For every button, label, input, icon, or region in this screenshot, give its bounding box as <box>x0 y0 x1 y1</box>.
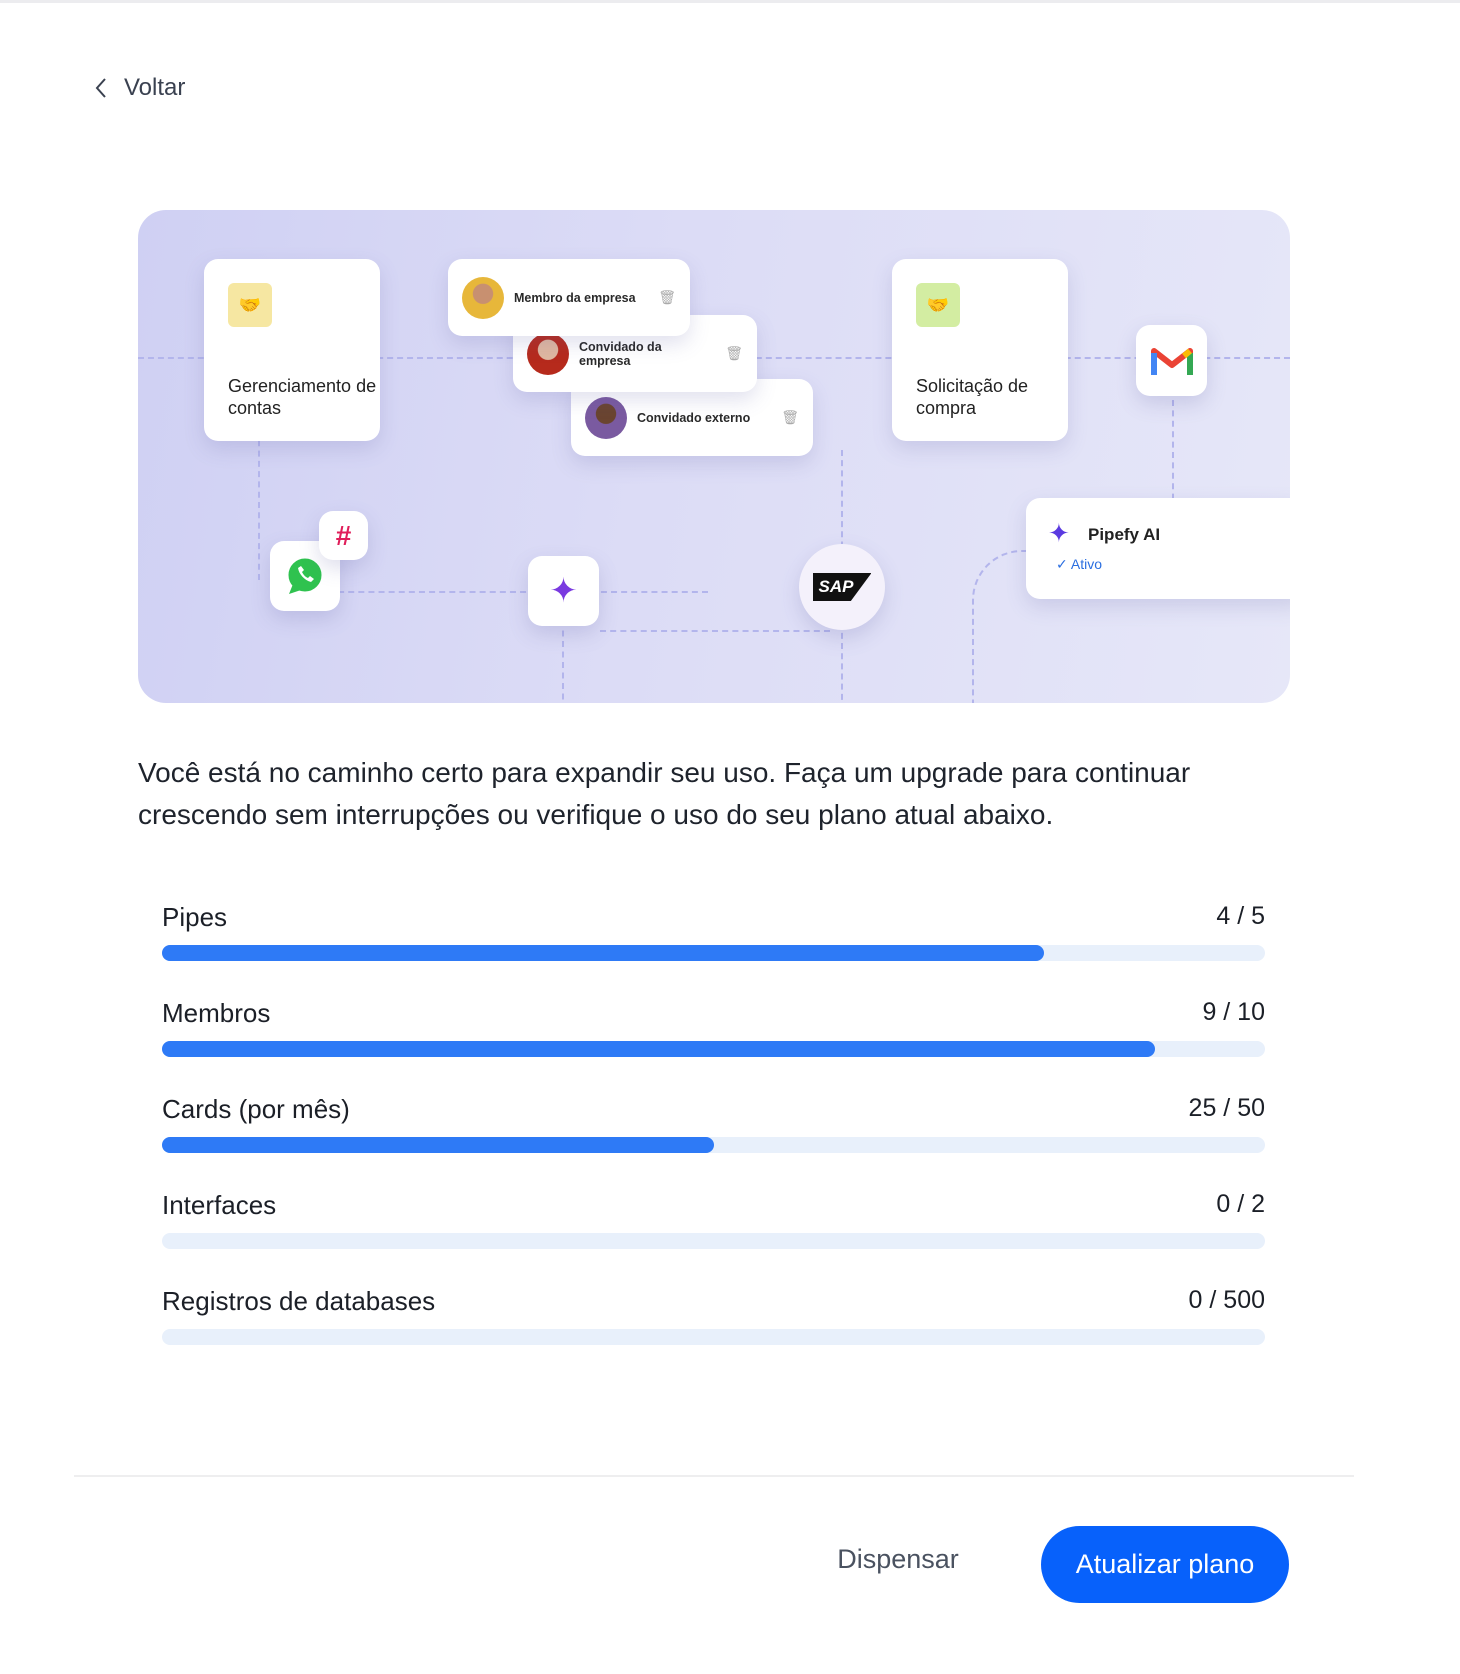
top-border <box>0 0 1460 3</box>
connector-line <box>328 591 708 593</box>
handshake-icon: 🤝 <box>916 283 960 327</box>
back-label: Voltar <box>124 74 186 101</box>
progress-bar <box>162 945 1265 961</box>
sparkle-icon: ✦ <box>1048 518 1070 548</box>
member-label: Convidado externo <box>637 410 751 425</box>
slack-icon: # <box>319 511 368 560</box>
usage-label: Pipes <box>162 902 228 932</box>
avatar <box>462 276 504 319</box>
member-label: Membro da empresa <box>514 290 636 305</box>
connector-line <box>600 630 830 632</box>
progress-bar <box>162 1137 1265 1153</box>
upgrade-plan-button[interactable]: Atualizar plano <box>1041 1526 1289 1603</box>
sap-logo: SAP <box>799 544 885 630</box>
accounts-card: 🤝 Gerenciamento de contas <box>204 259 380 441</box>
handshake-icon: 🤝 <box>228 283 272 327</box>
usage-value: 9 / 10 <box>1202 998 1265 1026</box>
chevron-left-icon <box>95 78 106 98</box>
gmail-icon <box>1136 325 1207 396</box>
progress-fill <box>162 1041 1155 1057</box>
purchase-card: 🤝 Solicitação de compra <box>892 259 1068 441</box>
accounts-card-title: Gerenciamento de contas <box>228 376 377 418</box>
sap-label: SAP <box>812 573 872 601</box>
member-label: Convidado da empresa <box>579 339 662 368</box>
purchase-card-title: Solicitação de compra <box>916 376 1029 418</box>
pipefy-ai-title: Pipefy AI <box>1088 525 1161 544</box>
connector-line <box>258 430 260 580</box>
ai-status: ✓ Ativo <box>1056 556 1102 573</box>
avatar <box>527 332 569 375</box>
progress-fill <box>162 945 1045 961</box>
trash-icon: 🗑 <box>658 289 676 305</box>
sparkle-icon: ✦ <box>528 556 599 626</box>
usage-label: Interfaces <box>162 1190 277 1220</box>
usage-value: 4 / 5 <box>1216 902 1265 930</box>
trash-icon: 🗑 <box>781 409 799 425</box>
upgrade-message: Você está no caminho certo para expandir… <box>138 757 1191 830</box>
progress-bar <box>162 1233 1265 1249</box>
usage-label: Membros <box>162 998 271 1028</box>
progress-bar <box>162 1329 1265 1345</box>
back-button[interactable]: Voltar <box>94 74 185 102</box>
usage-value: 0 / 2 <box>1216 1190 1265 1218</box>
usage-label: Cards (por mês) <box>162 1094 350 1124</box>
usage-label: Registros de databases <box>162 1286 436 1316</box>
connector-line <box>562 620 564 703</box>
progress-bar <box>162 1041 1265 1057</box>
check-icon: ✓ <box>1056 556 1071 572</box>
trash-icon: 🗑 <box>725 345 743 361</box>
connector-line <box>1172 400 1174 510</box>
progress-fill <box>162 1137 714 1153</box>
usage-value: 25 / 50 <box>1188 1094 1265 1122</box>
ai-status-label: Ativo <box>1070 556 1102 572</box>
avatar <box>585 396 627 439</box>
hero-illustration: 🤝 Gerenciamento de contas Membro da empr… <box>138 210 1290 703</box>
usage-value: 0 / 500 <box>1188 1286 1265 1314</box>
connector-line <box>972 550 1032 703</box>
footer-divider <box>74 1475 1354 1477</box>
member-card: Membro da empresa 🗑 <box>448 259 690 336</box>
pipefy-ai-card: ✦ Pipefy AI ✓ Ativo <box>1026 498 1290 599</box>
dismiss-button[interactable]: Dispensar <box>800 1544 996 1575</box>
